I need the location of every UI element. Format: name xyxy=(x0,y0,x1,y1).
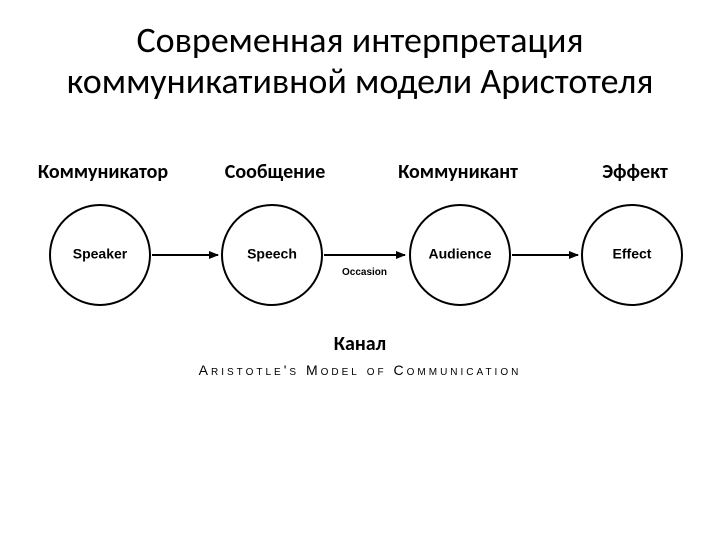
ru-label-effect: Эффект xyxy=(585,160,685,184)
node-label-effect: Effect xyxy=(613,246,652,262)
ru-label-message: Сообщение xyxy=(210,160,340,184)
edge-label-occasion: Occasion xyxy=(342,267,387,278)
page-title: Современная интерпретация коммуникативно… xyxy=(0,20,720,103)
caption-text: Aristotle's Model of Communication xyxy=(199,362,522,378)
slide: Современная интерпретация коммуникативно… xyxy=(0,0,720,540)
caption: Aristotle's Model of Communication xyxy=(160,362,560,378)
ru-label-communicator: Коммуникатор xyxy=(18,160,188,184)
ru-label-communicant: Коммуникант xyxy=(378,160,538,184)
node-label-speech: Speech xyxy=(247,246,297,262)
channel-label: Канал xyxy=(300,332,420,356)
node-label-speaker: Speaker xyxy=(73,246,128,262)
flow-diagram: Occasion Speaker Speech Audience Effect xyxy=(0,195,720,325)
node-label-audience: Audience xyxy=(428,246,491,262)
